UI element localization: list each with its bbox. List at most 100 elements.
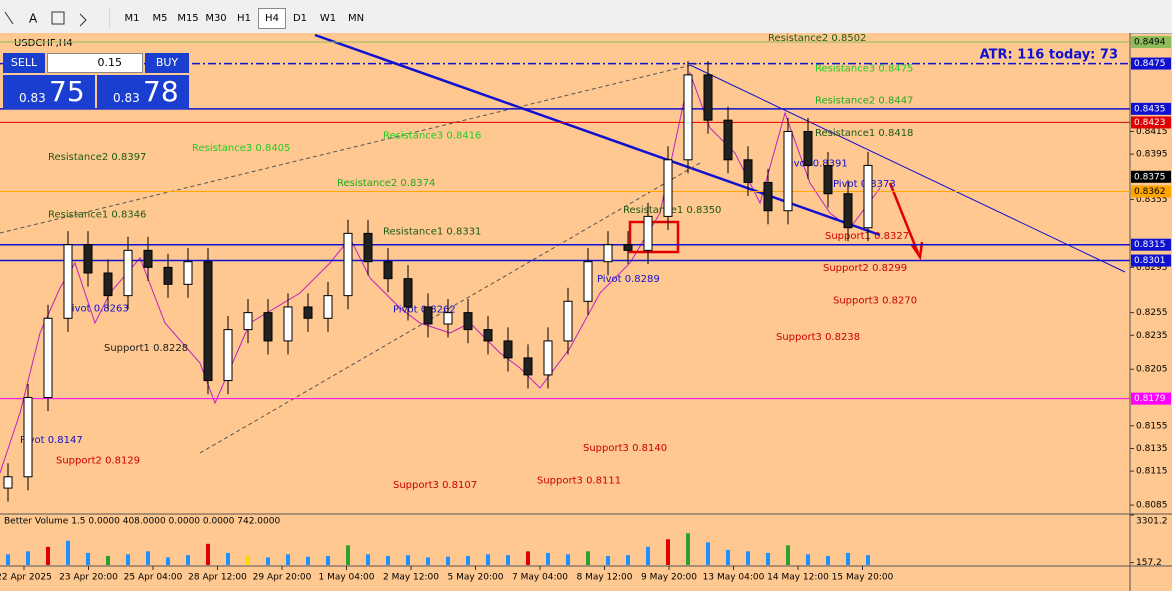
timeframe-button[interactable]: H4 (258, 8, 286, 29)
y-tick-label: 0.8355 (1136, 195, 1168, 205)
candle-body (643, 215, 653, 251)
candle-body (223, 329, 233, 382)
y-tick-label: 0.8155 (1136, 421, 1168, 431)
volume-bar (746, 551, 750, 565)
timeframe-button[interactable]: H1 (237, 13, 251, 24)
timeframe-button[interactable]: MN (347, 13, 365, 24)
icon-text[interactable]: A (29, 12, 38, 26)
x-tick-label: 7 May 04:00 (512, 573, 568, 583)
candle-body (543, 340, 553, 376)
trendline-thin (689, 64, 1126, 273)
candle-body (723, 119, 733, 161)
volume-bar (386, 555, 390, 565)
candle-body (623, 244, 633, 251)
x-tick-label: 1 May 04:00 (319, 573, 375, 583)
volume-bar (426, 557, 430, 565)
timeframe-button[interactable]: M30 (205, 13, 227, 24)
candle-body (463, 312, 473, 331)
y-tick-label: 0.8205 (1136, 365, 1168, 375)
candle-body (583, 261, 593, 302)
candle-body (503, 340, 513, 359)
timeframe-button[interactable]: M1 (124, 13, 140, 24)
x-tick-label: 22 Apr 2025 (0, 573, 52, 583)
candle-body (523, 357, 533, 376)
ask-price[interactable]: 0.83 78 (97, 75, 189, 109)
chart: USDCHF,H4 ATR: 116 today: 73 Better Volu… (0, 33, 1172, 591)
timeframe-button[interactable]: M5 (152, 13, 168, 24)
candle-body (183, 261, 193, 285)
timeframe-button[interactable]: M15 (177, 13, 199, 24)
x-tick-label: 14 May 12:00 (767, 573, 829, 583)
x-tick-label: 13 May 04:00 (703, 573, 765, 583)
level-label: 0.8375 (1134, 172, 1166, 182)
volume-bar (406, 555, 410, 565)
icon-label[interactable] (51, 11, 65, 25)
pivot-label: Resistance3 0.8405 (192, 143, 290, 154)
volume-bar (706, 542, 710, 565)
volume-bar (146, 551, 150, 565)
x-tick-label: 25 Apr 04:00 (124, 573, 183, 583)
candle-body (783, 130, 793, 212)
candle-body (363, 232, 373, 263)
candle-body (603, 244, 613, 263)
candle-body (843, 193, 853, 229)
level-label-bg (1131, 116, 1171, 129)
volume-input[interactable]: 0.15 (47, 53, 143, 73)
pivot-label: Pivot 0.8147 (20, 435, 83, 446)
icon-line[interactable] (4, 11, 14, 25)
x-tick-label: 15 May 20:00 (832, 573, 894, 583)
volume-bar (546, 552, 550, 565)
timeframe-button[interactable]: D1 (292, 13, 308, 24)
volume-bar (266, 557, 270, 565)
sell-button[interactable]: SELL (3, 53, 45, 73)
channel-line (0, 62, 701, 234)
buy-button[interactable]: BUY (145, 53, 189, 73)
candle-body (203, 261, 213, 382)
highlight-box (628, 220, 680, 254)
y-tick-label: 0.8085 (1136, 501, 1168, 511)
atr-text: ATR: 116 today: 73 (980, 48, 1118, 63)
x-tick-label: 2 May 12:00 (383, 573, 439, 583)
level-label: 0.8315 (1134, 240, 1166, 250)
pivot-label: Resistance2 0.8397 (48, 152, 146, 163)
volume-tick-label: 157.2 (1136, 558, 1162, 568)
volume-bar (366, 554, 370, 565)
volume-bar (186, 555, 190, 565)
x-tick-label: 8 May 12:00 (577, 573, 633, 583)
icon-arrows[interactable] (79, 13, 87, 27)
pivot-label: Support2 0.8129 (56, 455, 140, 466)
pivot-label: Support3 0.8238 (776, 332, 860, 343)
pivot-label: Support2 0.8299 (823, 263, 907, 274)
candle-body (663, 159, 673, 217)
x-tick-label: 23 Apr 20:00 (59, 573, 118, 583)
volume-bar (206, 543, 210, 565)
volume-bar (866, 555, 870, 565)
timeframe-button[interactable]: W1 (319, 13, 337, 24)
volume-bar (766, 552, 770, 565)
pivot-label: Resistance2 0.8374 (337, 178, 435, 189)
ask-small: 78 (143, 75, 179, 108)
volume-bar (786, 545, 790, 565)
candle-body (243, 312, 253, 331)
pivot-label: Pivot 0.8289 (597, 274, 660, 285)
volume-bar (306, 556, 310, 565)
pivot-label: Resistance1 0.8331 (383, 227, 481, 238)
x-tick-label: 28 Apr 12:00 (188, 573, 247, 583)
volume-bar (346, 545, 350, 565)
bid-price[interactable]: 0.83 75 (3, 75, 95, 109)
symbol: USDCHF,H4 (14, 38, 73, 49)
candle-body (103, 272, 113, 297)
volume-bar (66, 540, 70, 565)
ask-big: 0.83 (113, 91, 140, 105)
y-tick-label: 0.8235 (1136, 331, 1168, 341)
arrow-head (910, 241, 924, 261)
pivot-label: Pivot 0.8391 (785, 159, 848, 170)
candle-body (443, 312, 453, 325)
pivot-label: Resistance1 0.8418 (815, 128, 913, 139)
volume-bar (486, 554, 490, 565)
volume-bar (166, 557, 170, 565)
volume-bar (446, 556, 450, 565)
level-label: 0.8423 (1134, 118, 1166, 128)
volume-bar (666, 539, 670, 565)
volume-tick-label: 3301.2 (1136, 517, 1168, 527)
